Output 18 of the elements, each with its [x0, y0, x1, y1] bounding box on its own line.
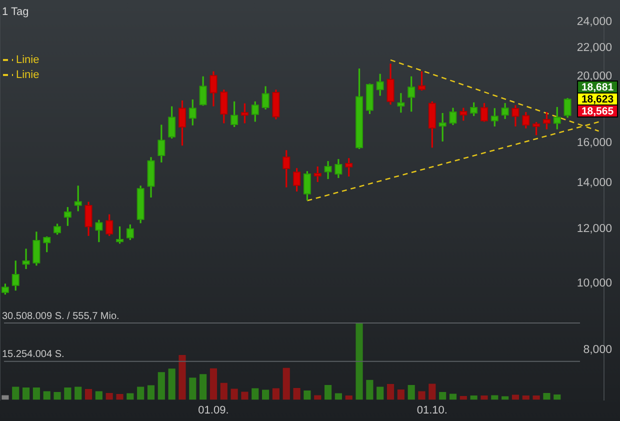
y-tick-label: 24,000: [576, 16, 612, 28]
y-tick-label: 22,000: [576, 42, 612, 54]
y-tick-label: 16,000: [576, 137, 612, 150]
x-tick-label: 01.09.: [198, 404, 229, 416]
annotation: 18,565: [581, 105, 614, 118]
chart-subtitle: 1 Tag: [2, 6, 29, 18]
legend-label: Linie: [16, 54, 40, 66]
y-tick-label: 14,000: [576, 177, 612, 190]
ref-line-label: 30.508.009 S. / 555,7 Mio.: [2, 310, 120, 322]
ref-line-label: 15.254.004 S.: [2, 349, 64, 360]
annotation: 18,623: [581, 93, 614, 106]
y-tick-label: 12,000: [576, 223, 612, 236]
y-tick-label: 20,000: [576, 70, 612, 83]
x-tick-label: 01.10.: [416, 404, 448, 416]
legend-label: Linie: [16, 69, 40, 82]
annotation: 18,681: [581, 81, 614, 94]
y-tick-label: 8,000: [583, 344, 612, 356]
y-tick-label: 10,000: [576, 277, 612, 290]
